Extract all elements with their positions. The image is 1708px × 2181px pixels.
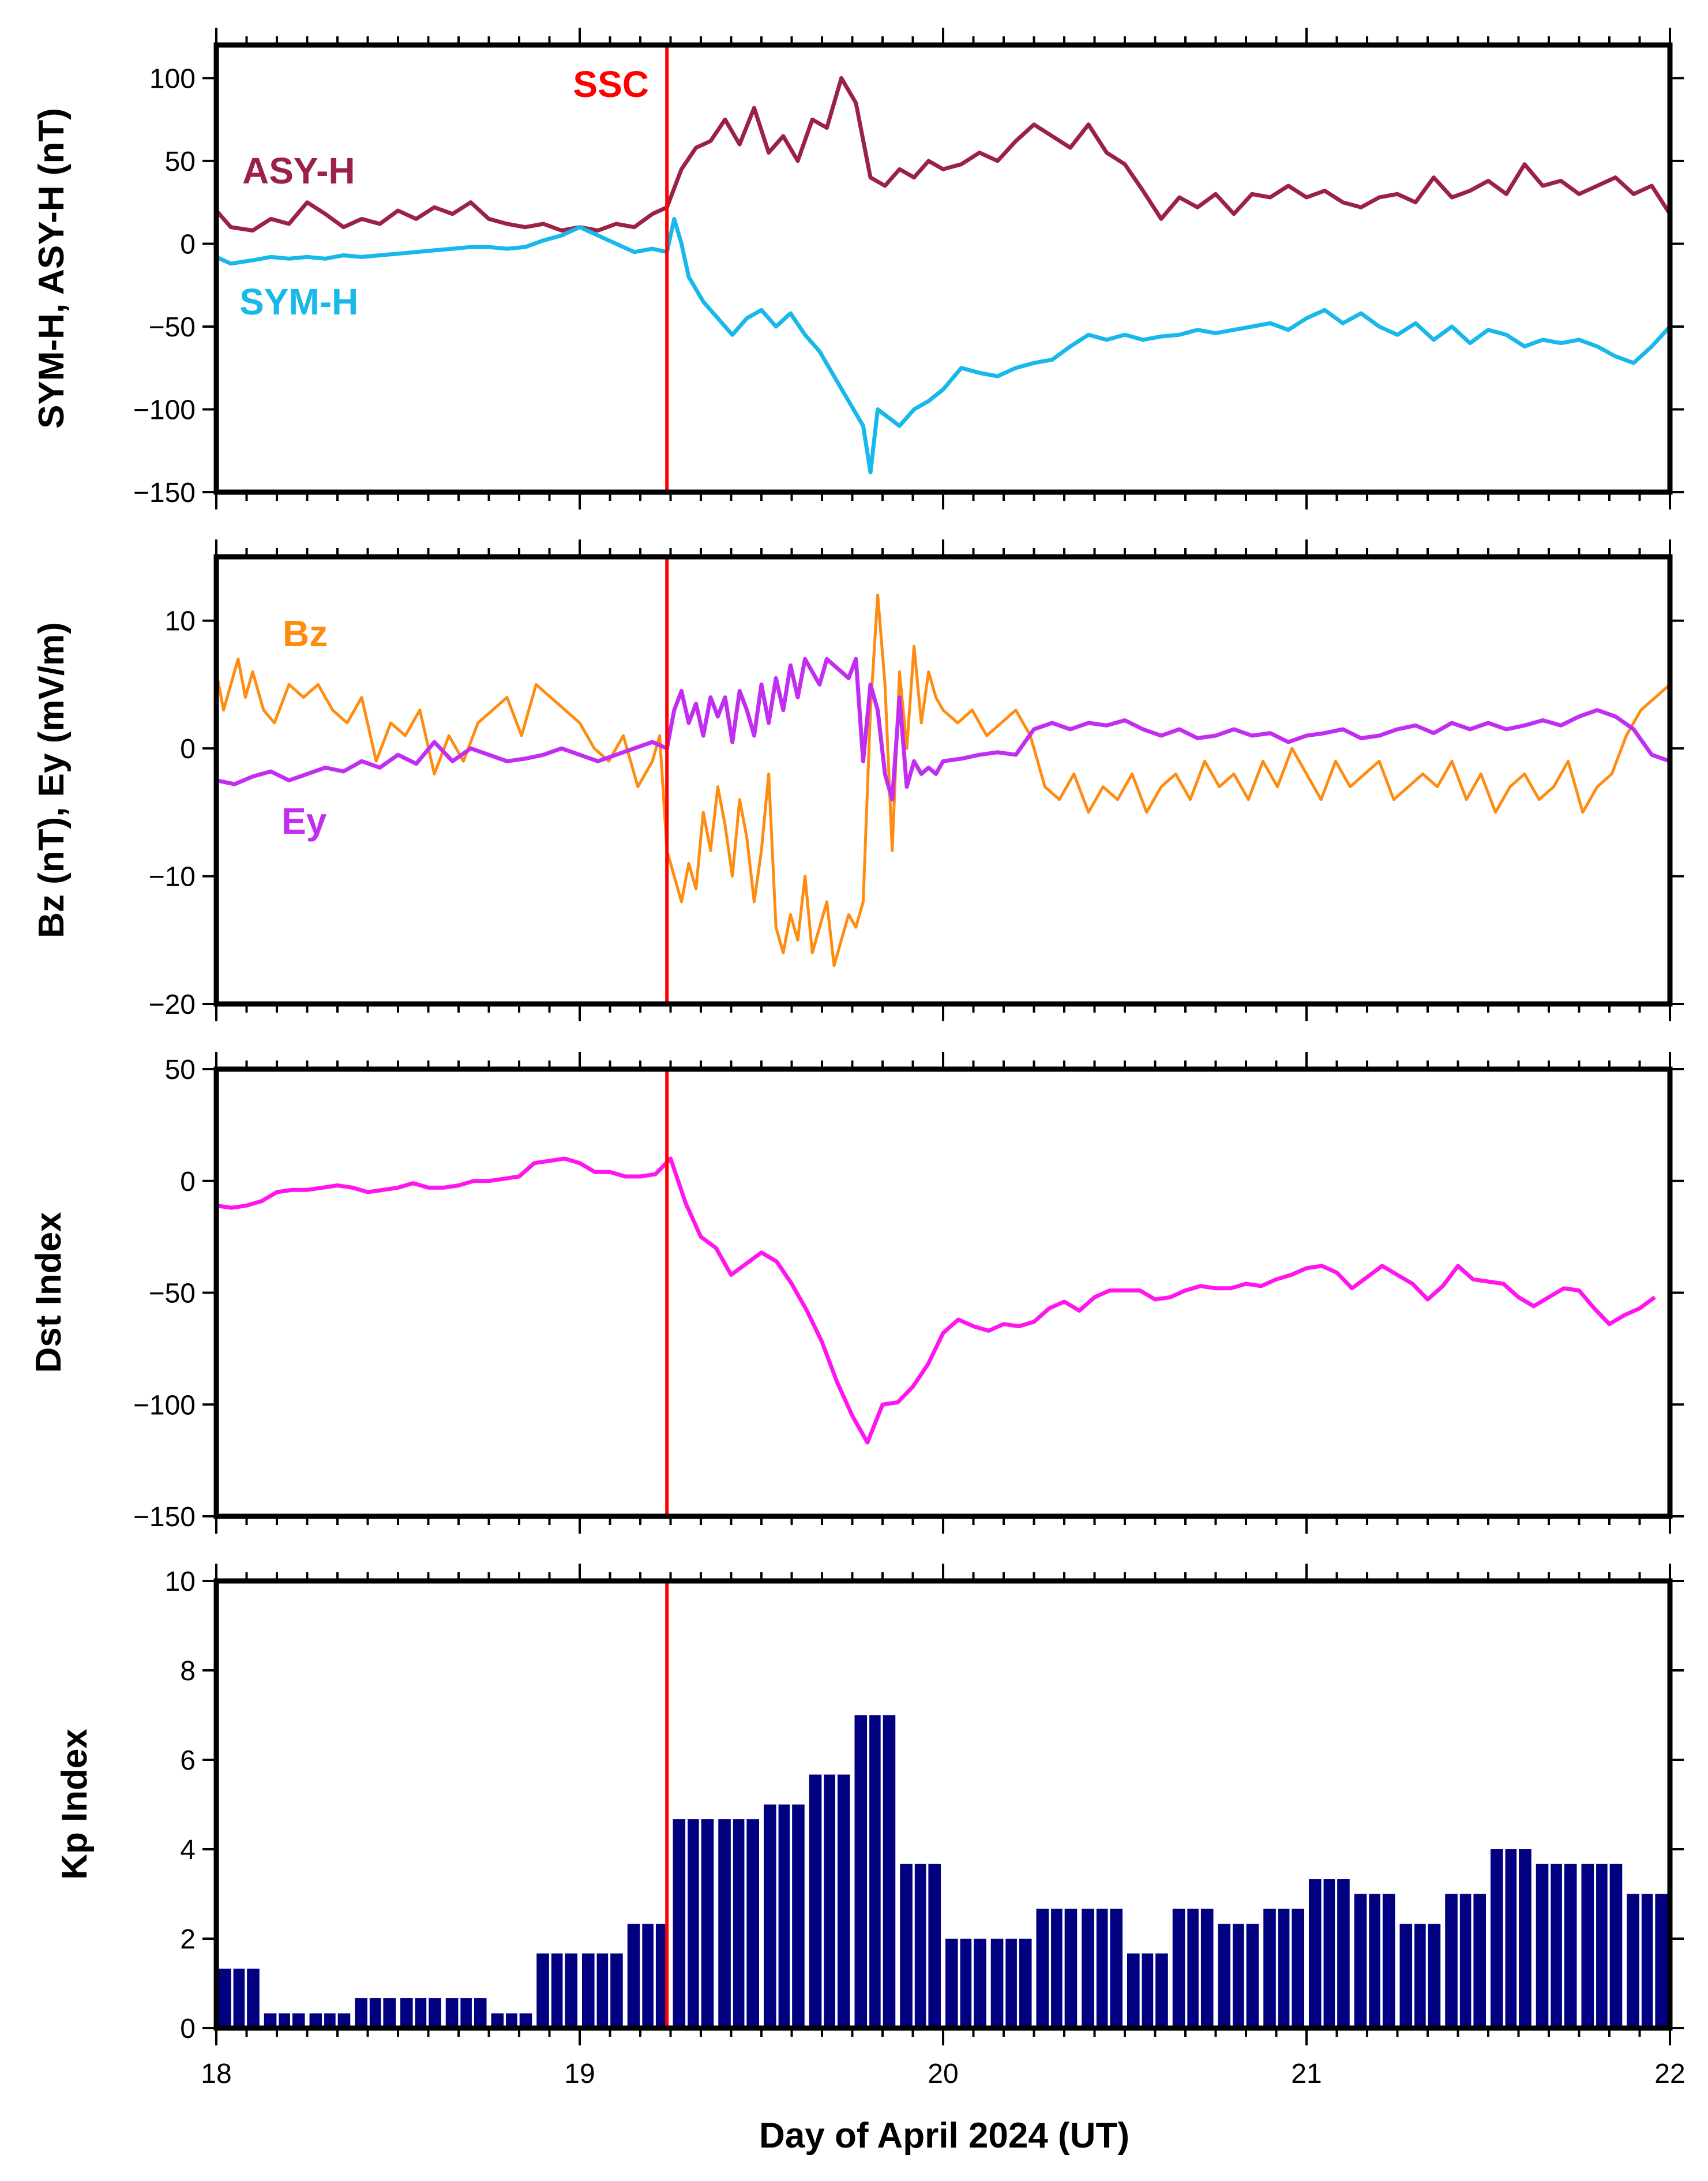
kp-bar (446, 1998, 487, 2028)
kp-bar (1582, 1864, 1623, 2028)
kp-bar (1400, 1924, 1441, 2028)
kp-bar (400, 1998, 441, 2028)
kp-bar (1536, 1864, 1577, 2028)
panel-symh-asyh-ylabel: SYM-H, ASY-H (nT) (32, 108, 72, 429)
symh-series-label: SYM-H (239, 281, 358, 323)
y-tick-label: 4 (180, 1835, 196, 1865)
y-tick-label: 50 (165, 1055, 196, 1085)
kp-bar (1627, 1894, 1668, 2029)
y-tick-label: −100 (133, 395, 196, 425)
y-tick-label: −50 (149, 1279, 196, 1309)
panel-dst-ylabel: Dst Index (29, 1212, 69, 1373)
y-tick-label: 2 (180, 1924, 196, 1955)
kp-bar (809, 1775, 850, 2028)
kp-bar (718, 1819, 759, 2028)
bz-series-label: Bz (283, 613, 328, 654)
kp-bar (855, 1715, 896, 2029)
y-tick-label: 10 (165, 606, 196, 637)
x-tick-label: 21 (1291, 2059, 1322, 2089)
kp-bar (1037, 1909, 1078, 2028)
y-tick-label: 10 (165, 1567, 196, 1597)
y-tick-label: −10 (149, 862, 196, 893)
kp-bar (764, 1805, 805, 2029)
y-tick-label: 0 (180, 734, 196, 765)
kp-bar (355, 1998, 396, 2028)
kp-bar (628, 1924, 669, 2028)
y-tick-label: −20 (149, 990, 196, 1020)
kp-bar (1491, 1849, 1531, 2028)
asyh-series-label: ASY-H (242, 150, 355, 192)
kp-bar (1309, 1879, 1350, 2028)
kp-bar (1354, 1894, 1395, 2029)
kp-bar (1263, 1909, 1304, 2028)
y-tick-label: 0 (180, 229, 196, 260)
kp-bar (673, 1819, 714, 2028)
y-tick-label: 50 (165, 147, 196, 177)
kp-bar (582, 1954, 623, 2028)
y-tick-label: −150 (133, 478, 196, 508)
kp-bar (1173, 1909, 1214, 2028)
kp-bar (1127, 1954, 1168, 2028)
ey-series-label: Ey (281, 800, 327, 842)
x-tick-label: 20 (928, 2059, 958, 2089)
kp-bar (1218, 1924, 1259, 2028)
y-tick-label: −100 (133, 1390, 196, 1421)
y-tick-label: 6 (180, 1745, 196, 1776)
geomagnetic-storm-figure: 100500−50−100−150 SYM-H, ASY-H (nT) ASY-… (0, 0, 1708, 2181)
kp-bar (900, 1864, 941, 2028)
y-tick-label: 0 (180, 2014, 196, 2044)
panel-bz-ey-ylabel: Bz (nT), Ey (mV/m) (32, 622, 72, 938)
kp-bar (991, 1939, 1032, 2028)
panel-kp-ylabel: Kp Index (55, 1729, 95, 1880)
y-tick-label: −50 (149, 312, 196, 343)
y-tick-label: 100 (149, 63, 196, 94)
kp-bar (219, 1969, 260, 2028)
x-tick-label: 19 (564, 2059, 595, 2089)
y-tick-label: −150 (133, 1502, 196, 1532)
kp-bar (1082, 1909, 1123, 2028)
x-axis-title: Day of April 2024 (UT) (759, 2116, 1129, 2156)
x-tick-label: 22 (1654, 2059, 1685, 2089)
kp-bar (1445, 1894, 1486, 2029)
x-tick-label: 18 (201, 2059, 231, 2089)
y-tick-label: 0 (180, 1167, 196, 1197)
ssc-annotation-label: SSC (573, 63, 649, 105)
kp-bar (536, 1954, 577, 2028)
kp-bar (945, 1939, 986, 2028)
y-tick-label: 8 (180, 1656, 196, 1687)
